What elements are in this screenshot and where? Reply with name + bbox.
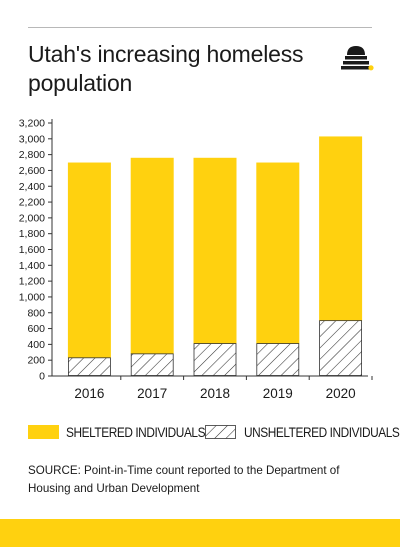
bar-unsheltered-2020 xyxy=(319,320,363,376)
chart-title: Utah's increasing homeless population xyxy=(28,41,304,96)
y-tick-label: 1,000 xyxy=(19,291,45,303)
bar-sheltered-2017 xyxy=(130,157,174,354)
y-axis: 0 200 400 600 800 1,000 1,200 1,400 1,600 1,800 2,… xyxy=(19,118,53,383)
y-tick-label: 2,000 xyxy=(19,212,45,224)
y-tick-label: 2,600 xyxy=(19,165,45,177)
bar-sheltered-2018 xyxy=(193,157,237,344)
y-tick-label: 2,800 xyxy=(19,149,45,161)
bar-sheltered-2016 xyxy=(67,162,111,358)
y-tick-label: 2,200 xyxy=(19,197,45,209)
legend-swatch-unsheltered xyxy=(205,425,236,439)
x-tick-label: 2018 xyxy=(200,386,230,400)
y-tick-label: 2,400 xyxy=(19,181,45,193)
x-tick-label: 2016 xyxy=(74,386,104,400)
bar-unsheltered-2018 xyxy=(193,343,237,376)
x-tick-label: 2020 xyxy=(326,386,356,400)
legend-label-unsheltered: UNSHELTERED INDIVIDUALS xyxy=(244,425,400,440)
y-tick-label: 1,600 xyxy=(19,244,45,256)
x-tick-label: 2019 xyxy=(263,386,293,400)
y-tick-label: 3,000 xyxy=(19,133,45,145)
y-tick-label: 1,400 xyxy=(19,260,45,272)
bar-unsheltered-2016 xyxy=(68,357,111,376)
logo-dot xyxy=(368,65,374,71)
x-tick-label: 2017 xyxy=(137,386,167,400)
legend-swatch-sheltered xyxy=(28,425,59,439)
bar-unsheltered-2019 xyxy=(256,343,300,376)
y-tick-label: 1,200 xyxy=(19,276,45,288)
y-tick-label: 400 xyxy=(27,339,45,351)
beehive-icon xyxy=(341,46,374,71)
y-tick-label: 800 xyxy=(27,307,45,319)
y-tick-label: 0 xyxy=(39,371,45,383)
y-tick-label: 600 xyxy=(27,323,45,335)
x-axis: 2016 2017 2018 2019 2020 xyxy=(52,375,373,400)
bar-unsheltered-2017 xyxy=(130,353,174,376)
y-tick-label: 200 xyxy=(27,355,45,367)
footer-bar xyxy=(0,519,400,547)
legend-label-sheltered: SHELTERED INDIVIDUALS xyxy=(66,425,206,440)
bar-sheltered-2020 xyxy=(319,136,363,321)
top-divider xyxy=(28,27,372,28)
bar-chart: 0 200 400 600 800 1,000 1,200 1,400 1,600 1,800 2,… xyxy=(19,118,373,400)
bar-sheltered-2019 xyxy=(256,162,300,344)
y-tick-label: 3,200 xyxy=(19,118,45,130)
source-note: SOURCE: Point-in-Time count reported to … xyxy=(28,464,340,495)
bars xyxy=(67,136,363,376)
y-tick-label: 1,800 xyxy=(19,228,45,240)
